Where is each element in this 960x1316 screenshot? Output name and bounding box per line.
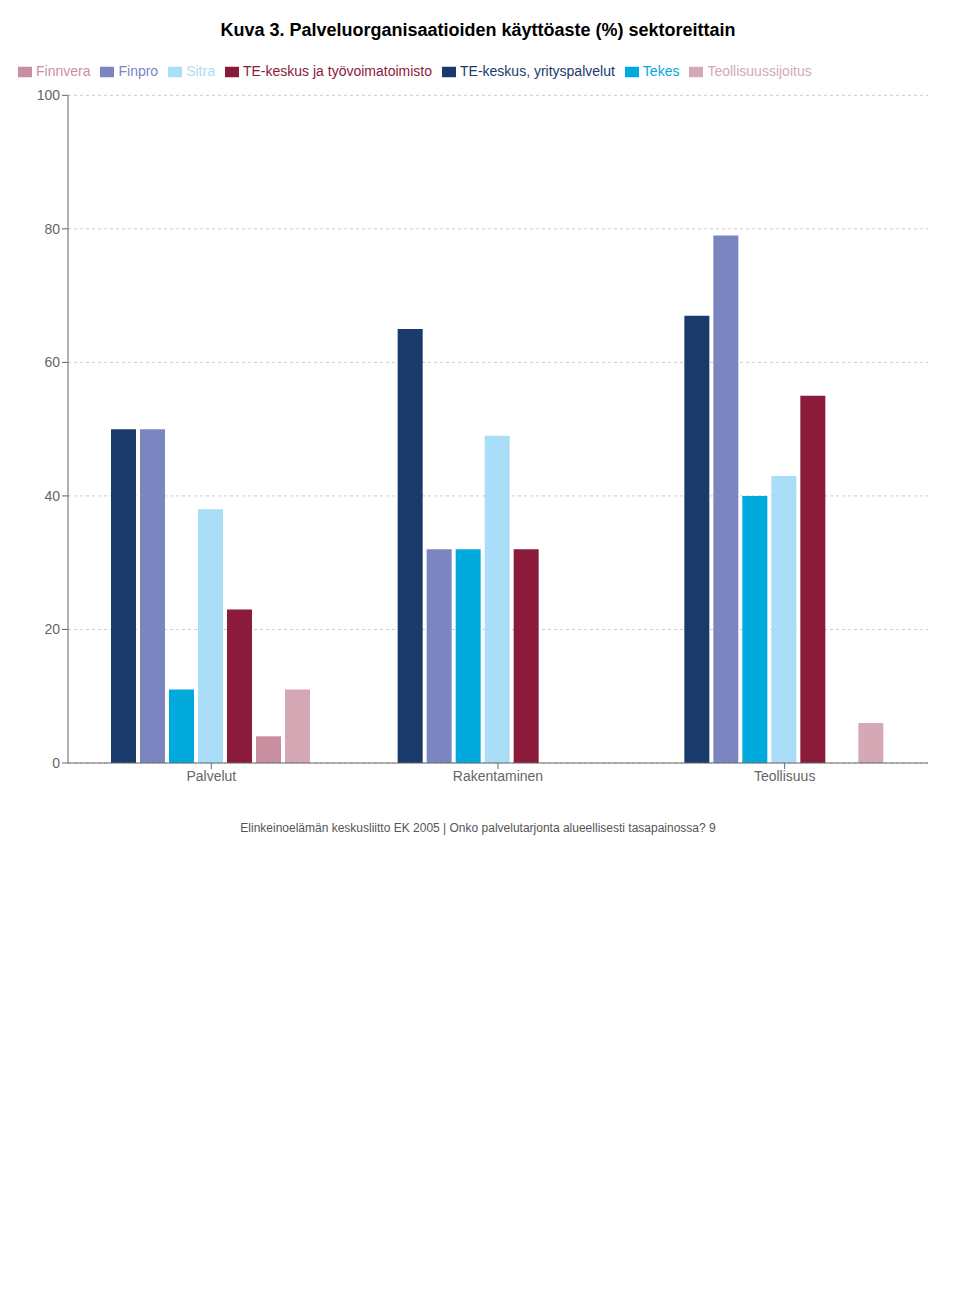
html-text:TE-keskus ja työvoimatoimisto: TE-keskus ja työvoimatoimisto bbox=[243, 63, 432, 79]
html-text:Tekes: Tekes bbox=[642, 63, 680, 79]
html-text:Finnvera: Finnvera bbox=[36, 63, 91, 79]
svg-text:60: 60 bbox=[44, 354, 60, 370]
html-text:Finpro: Finpro bbox=[118, 63, 159, 79]
svg-text:80: 80 bbox=[44, 221, 60, 237]
html-text:Elinkeinoelämän keskusliitto E: Elinkeinoelämän keskusliitto EK 2005 | O… bbox=[240, 821, 716, 835]
html-text:TE-keskus, yrityspalvelut: TE-keskus, yrityspalvelut bbox=[460, 63, 615, 79]
svg-text:40: 40 bbox=[44, 488, 60, 504]
svg-text:0: 0 bbox=[52, 755, 60, 771]
svg-text:Teollisuus: Teollisuus bbox=[754, 768, 815, 784]
html-text:Kuva 3. Palveluorganisaatioide: Kuva 3. Palveluorganisaatioiden käyttöas… bbox=[220, 20, 736, 40]
svg-text:100: 100 bbox=[37, 87, 61, 103]
svg-text:20: 20 bbox=[44, 621, 60, 637]
html-text:Sitra: Sitra bbox=[186, 63, 215, 79]
html-text:Teollisuussijoitus: Teollisuussijoitus bbox=[707, 63, 812, 79]
svg-text:Rakentaminen: Rakentaminen bbox=[453, 768, 543, 784]
svg-text:Palvelut: Palvelut bbox=[186, 768, 236, 784]
